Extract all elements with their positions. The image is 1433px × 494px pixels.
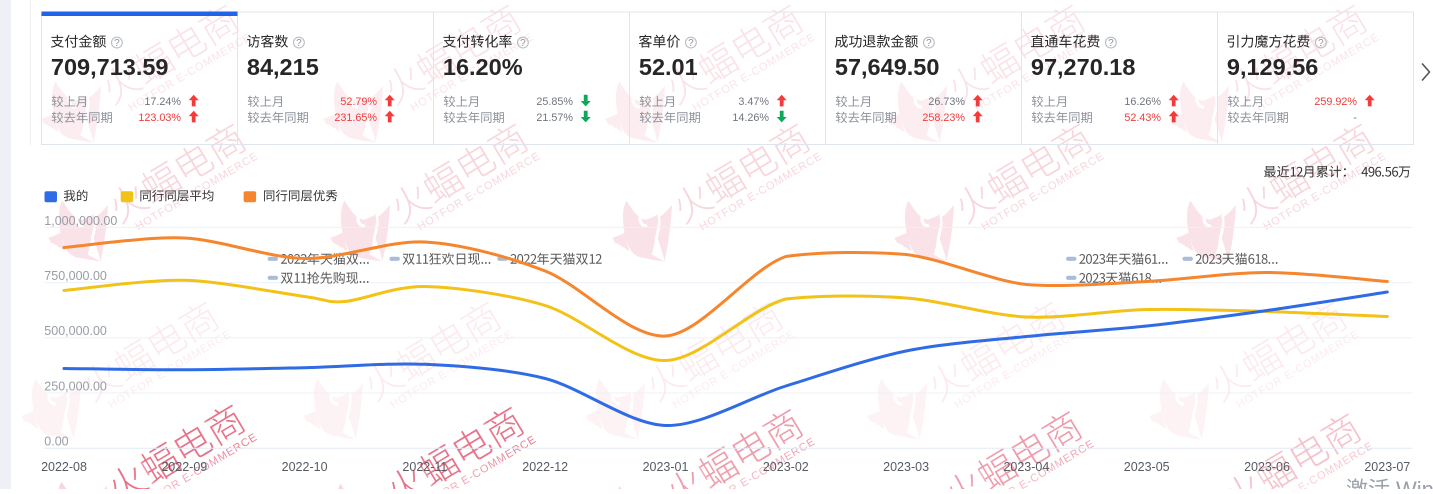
svg-text:2023-05: 2023-05	[1124, 460, 1170, 474]
svg-text:?: ?	[1108, 38, 1114, 49]
svg-text:2023-03: 2023-03	[883, 460, 929, 474]
svg-text:2023-06: 2023-06	[1244, 460, 1290, 474]
svg-text:?: ?	[1318, 38, 1324, 49]
svg-text:2023-02: 2023-02	[763, 460, 809, 474]
svg-text:?: ?	[688, 38, 694, 49]
svg-text:25.85%: 25.85%	[536, 96, 573, 108]
svg-text:2022-08: 2022-08	[41, 460, 87, 474]
svg-text:2023-07: 2023-07	[1364, 460, 1410, 474]
svg-text:2022-09: 2022-09	[161, 460, 207, 474]
svg-text:231.65%: 231.65%	[334, 112, 377, 124]
svg-text:?: ?	[926, 38, 932, 49]
svg-text:84,215: 84,215	[247, 54, 319, 80]
svg-text:259.92%: 259.92%	[1314, 96, 1357, 108]
svg-text:750,000.00: 750,000.00	[44, 269, 107, 283]
svg-text:?: ?	[114, 38, 120, 49]
svg-text:16.26%: 16.26%	[1124, 96, 1161, 108]
svg-text:?: ?	[296, 38, 302, 49]
svg-text:500,000.00: 500,000.00	[44, 324, 107, 338]
svg-text:258.23%: 258.23%	[922, 112, 965, 124]
svg-text:52.79%: 52.79%	[340, 96, 377, 108]
svg-text:3.47%: 3.47%	[738, 96, 769, 108]
svg-text:123.03%: 123.03%	[138, 112, 181, 124]
svg-text:-: -	[1353, 112, 1357, 124]
svg-text:2022-12: 2022-12	[522, 460, 568, 474]
svg-text:9,129.56: 9,129.56	[1227, 54, 1318, 80]
svg-text:97,270.18: 97,270.18	[1031, 54, 1136, 80]
svg-text:26.73%: 26.73%	[928, 96, 965, 108]
svg-text:52.43%: 52.43%	[1124, 112, 1161, 124]
svg-text:2023-04: 2023-04	[1003, 460, 1049, 474]
svg-text:2023-01: 2023-01	[643, 460, 689, 474]
svg-text:709,713.59: 709,713.59	[51, 54, 169, 80]
svg-text:57,649.50: 57,649.50	[835, 54, 940, 80]
svg-text:16.20%: 16.20%	[443, 54, 523, 80]
svg-text:0.00: 0.00	[44, 435, 68, 449]
svg-text:?: ?	[520, 38, 526, 49]
svg-text:Wind: Wind	[1396, 477, 1433, 489]
svg-text:14.26%: 14.26%	[732, 112, 769, 124]
svg-text:2022-11: 2022-11	[402, 460, 447, 474]
svg-text:21.57%: 21.57%	[536, 112, 573, 124]
svg-text:17.24%: 17.24%	[144, 96, 181, 108]
svg-text:2022-10: 2022-10	[282, 460, 328, 474]
svg-text:52.01: 52.01	[639, 54, 698, 80]
svg-text:250,000.00: 250,000.00	[44, 379, 107, 393]
svg-text:1,000,000.00: 1,000,000.00	[44, 214, 117, 228]
